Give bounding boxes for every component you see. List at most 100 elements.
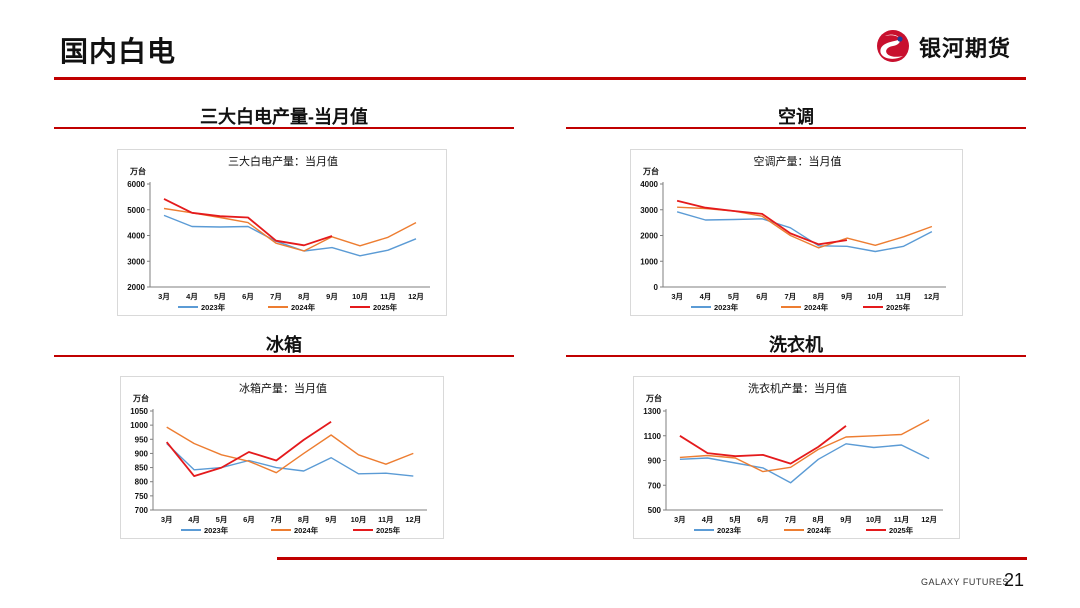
y-tick-label: 4000 — [640, 180, 658, 189]
legend-label: 2023年 — [714, 302, 739, 312]
y-tick-label: 700 — [648, 481, 662, 490]
x-tick-label: 3月 — [161, 515, 173, 524]
series-line-2023年 — [163, 214, 417, 257]
x-tick-label: 4月 — [702, 515, 714, 524]
x-tick-label: 6月 — [757, 515, 769, 524]
chart-title: 空调产量：当月值 — [754, 154, 842, 168]
x-tick-label: 7月 — [270, 292, 282, 301]
x-tick-label: 4月 — [700, 292, 712, 301]
page-title: 国内白电 — [60, 36, 177, 67]
section-rule-total — [54, 127, 514, 129]
legend-label: 2025年 — [889, 525, 914, 535]
x-tick-label: 5月 — [214, 292, 226, 301]
galaxy-logo-icon — [877, 30, 909, 62]
y-tick-label: 3000 — [127, 257, 145, 266]
section-heading-washer: 洗衣机 — [769, 335, 823, 355]
y-tick-label: 1000 — [640, 257, 658, 266]
section-heading-ac: 空调 — [778, 107, 814, 127]
x-tick-label: 9月 — [841, 292, 853, 301]
x-tick-label: 10月 — [867, 292, 883, 301]
legend-label: 2025年 — [376, 525, 401, 535]
y-tick-label: 1300 — [643, 407, 661, 416]
x-tick-label: 4月 — [186, 292, 198, 301]
x-tick-label: 10月 — [866, 515, 882, 524]
y-tick-label: 800 — [135, 478, 149, 487]
x-tick-label: 5月 — [729, 515, 741, 524]
x-tick-label: 12月 — [405, 515, 421, 524]
y-axis-unit-label: 万台 — [129, 166, 146, 176]
x-tick-label: 12月 — [408, 292, 424, 301]
y-tick-label: 3000 — [640, 206, 658, 215]
x-tick-label: 6月 — [242, 292, 254, 301]
x-tick-label: 8月 — [298, 515, 310, 524]
x-tick-label: 4月 — [188, 515, 200, 524]
section-rule-washer — [566, 355, 1026, 357]
brand-name: 银河期货 — [919, 36, 1012, 61]
y-tick-label: 700 — [135, 506, 149, 515]
chart-ac-production: 空调产量：当月值 万台 0 1000 2000 3000 4000 3月 4月 5月 6月 7月 8月 9… — [630, 149, 963, 316]
legend-label: 2023年 — [204, 525, 229, 535]
series-line-2023年 — [166, 442, 414, 477]
y-tick-label: 4000 — [127, 232, 145, 241]
header-rule — [54, 77, 1026, 80]
x-tick-label: 8月 — [298, 292, 310, 301]
section-rule-ac — [566, 127, 1026, 129]
x-tick-label: 11月 — [380, 292, 395, 301]
y-tick-label: 500 — [648, 506, 662, 515]
x-tick-label: 7月 — [785, 292, 797, 301]
y-tick-label: 900 — [135, 449, 149, 458]
x-tick-label: 11月 — [896, 292, 911, 301]
y-tick-label: 850 — [135, 464, 149, 473]
x-tick-label: 9月 — [326, 292, 338, 301]
x-tick-label: 10月 — [351, 515, 367, 524]
x-tick-label: 3月 — [671, 292, 683, 301]
x-tick-label: 6月 — [243, 515, 255, 524]
section-heading-fridge: 冰箱 — [266, 335, 302, 355]
section-heading-total: 三大白电产量-当月值 — [200, 107, 368, 127]
chart-title: 洗衣机产量：当月值 — [748, 381, 847, 395]
y-tick-label: 1050 — [130, 407, 148, 416]
legend-label: 2024年 — [804, 302, 829, 312]
series-line-2024年 — [677, 206, 933, 249]
footer-rule — [277, 557, 1027, 560]
x-tick-label: 3月 — [158, 292, 170, 301]
x-tick-label: 11月 — [894, 515, 909, 524]
x-tick-label: 3月 — [674, 515, 686, 524]
x-tick-label: 9月 — [325, 515, 337, 524]
legend-label: 2024年 — [294, 525, 319, 535]
legend-label: 2024年 — [291, 302, 316, 312]
series-line-2023年 — [676, 211, 933, 253]
x-tick-label: 7月 — [785, 515, 797, 524]
legend-label: 2025年 — [373, 302, 398, 312]
y-tick-label: 6000 — [127, 180, 145, 189]
chart-washer-production: 洗衣机产量：当月值 万台 500 700 900 1100 1300 3月 4月 5月 6月 7月 8月… — [633, 376, 960, 539]
x-tick-label: 6月 — [756, 292, 768, 301]
series-line-2025年 — [163, 198, 333, 247]
y-tick-label: 0 — [654, 283, 659, 292]
x-tick-label: 7月 — [270, 515, 282, 524]
x-tick-label: 5月 — [216, 515, 228, 524]
y-tick-label: 5000 — [127, 206, 145, 215]
y-axis-unit-label: 万台 — [642, 166, 659, 176]
series-line-2024年 — [679, 419, 930, 473]
chart-fridge-production: 冰箱产量：当月值 万台 700 750 800 850 900 950 1000 1050 3月 4月… — [120, 376, 444, 539]
x-tick-label: 10月 — [352, 292, 368, 301]
chart-total-production: 三大白电产量：当月值 万台 2000 3000 4000 5000 6000 3月 4月 5月 6月… — [117, 149, 447, 316]
x-tick-label: 8月 — [813, 292, 825, 301]
series-line-2025年 — [165, 420, 332, 477]
page-number: 21 — [1004, 570, 1025, 590]
y-axis-unit-label: 万台 — [132, 393, 149, 403]
brand: 银河期货 — [875, 28, 1035, 64]
x-tick-label: 12月 — [924, 292, 940, 301]
x-tick-label: 8月 — [813, 515, 825, 524]
y-tick-label: 900 — [648, 457, 662, 466]
footer-brand: GALAXY FUTURES — [921, 577, 1009, 587]
legend-label: 2023年 — [201, 302, 226, 312]
x-tick-label: 12月 — [921, 515, 937, 524]
legend-label: 2024年 — [807, 525, 832, 535]
series-line-2025年 — [679, 425, 847, 465]
chart-title: 三大白电产量：当月值 — [228, 154, 338, 168]
series-line-2025年 — [676, 199, 848, 246]
y-tick-label: 2000 — [640, 232, 658, 241]
y-axis-unit-label: 万台 — [645, 393, 662, 403]
